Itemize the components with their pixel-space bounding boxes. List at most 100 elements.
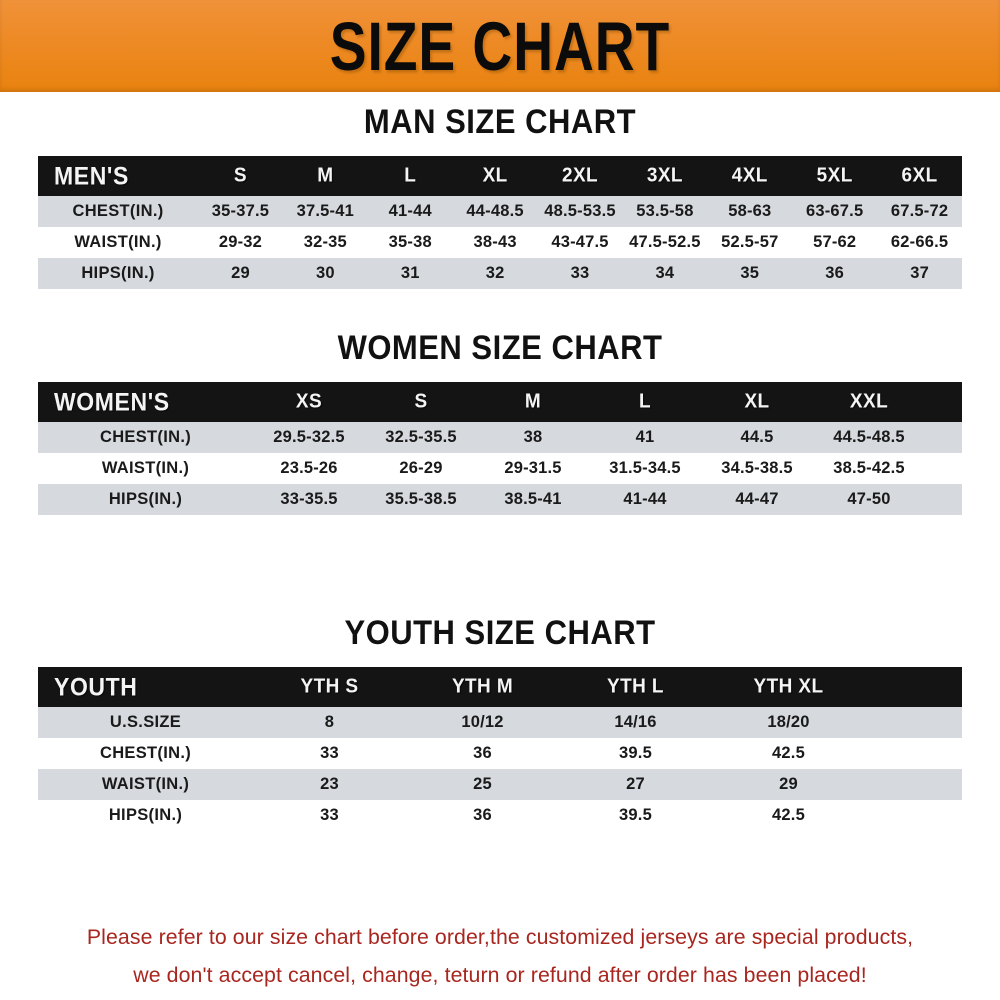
disclaimer: Please refer to our size chart before or… (5, 918, 995, 994)
page-banner: SIZE CHART (0, 0, 1000, 92)
row-label: WAIST(IN.) (74, 233, 162, 251)
cell-value: 37 (910, 264, 929, 282)
cell-value: 34 (655, 264, 675, 282)
row-label: CHEST(IN.) (100, 428, 191, 446)
man-size-table: MEN'S S M L XL 2XL 3XL 4XL 5XL 6XL CHEST(IN.) 35-37… (38, 156, 963, 289)
column-header-men-3: XL (482, 164, 508, 187)
row-label-header: WOMEN'S (54, 387, 170, 416)
column-header-youth-1: YTH M (451, 675, 514, 698)
cell-value: 53.5-58 (636, 202, 694, 220)
row-label: WAIST(IN.) (101, 775, 190, 793)
column-header-women-3: L (638, 390, 651, 413)
cell-value: 33 (320, 806, 339, 824)
cell-value: 27 (626, 775, 645, 793)
cell-value: 63-67.5 (805, 202, 864, 220)
row-label: WAIST(IN.) (101, 459, 190, 477)
section-women: WOMEN SIZE CHART WOMEN'S XS S M L XL XXL CHEST(… (38, 327, 962, 515)
cell-value: 36 (825, 264, 845, 282)
cell-value: 29 (779, 775, 798, 793)
cell-value: 33 (320, 744, 339, 762)
cell-value: 62-66.5 (890, 233, 949, 251)
column-header-men-4: 2XL (561, 164, 599, 187)
cell-value: 23.5-26 (280, 459, 338, 477)
column-header-men-2: L (404, 164, 417, 187)
column-header-women-5: XXL (849, 390, 889, 413)
column-header-men-6: 4XL (731, 164, 768, 187)
column-header-youth-0: YTH S (300, 675, 359, 698)
women-size-table: WOMEN'S XS S M L XL XXL CHEST(IN.) 29.5-32.5 32.5… (38, 382, 962, 515)
column-header-men-5: 3XL (646, 164, 683, 187)
row-filler (925, 484, 962, 515)
table-row: HIPS(IN.) 29 30 31 32 33 34 35 36 37 (38, 258, 963, 289)
page-title: SIZE CHART (329, 7, 671, 85)
cell-value: 29-31.5 (504, 459, 562, 477)
cell-value: 31.5-34.5 (609, 459, 681, 477)
cell-value: 18/20 (767, 713, 810, 731)
section-youth: YOUTH SIZE CHART YOUTH YTH S YTH M YTH L YTH… (38, 612, 962, 831)
section-man: MAN SIZE CHART MEN'S S M L XL 2XL 3XL 4XL 5XL 6XL… (38, 101, 963, 289)
row-label-header: MEN'S (54, 161, 129, 190)
cell-value: 39.5 (619, 744, 652, 762)
row-label: HIPS(IN.) (108, 806, 183, 824)
cell-value: 48.5-53.5 (544, 202, 616, 220)
row-filler (865, 800, 962, 831)
column-header-women-1: S (414, 390, 428, 413)
row-filler (925, 422, 962, 453)
cell-value: 31 (400, 264, 420, 282)
cell-value: 30 (315, 264, 335, 282)
youth-size-table: YOUTH YTH S YTH M YTH L YTH XL U.S.SIZE 8 10/12… (38, 667, 962, 831)
column-header-women-2: M (524, 390, 542, 413)
column-header-women-4: XL (744, 390, 770, 413)
cell-value: 33-35.5 (280, 490, 338, 508)
cell-value: 58-63 (728, 202, 772, 220)
cell-value: 42.5 (772, 806, 805, 824)
column-header-youth-3: YTH XL (753, 675, 824, 698)
table-header-row: YOUTH YTH S YTH M YTH L YTH XL (38, 667, 962, 707)
table-header-row: WOMEN'S XS S M L XL XXL (38, 382, 962, 422)
cell-value: 41-44 (623, 490, 667, 508)
table-row: WAIST(IN.) 23.5-26 26-29 29-31.5 31.5-34.5 34… (38, 453, 962, 484)
cell-value: 25 (473, 775, 492, 793)
cell-value: 34.5-38.5 (721, 459, 793, 477)
cell-value: 29-32 (218, 233, 263, 251)
section-title-man: MAN SIZE CHART (363, 101, 637, 142)
cell-value: 39.5 (619, 806, 652, 824)
cell-value: 38-43 (473, 233, 517, 251)
cell-value: 29.5-32.5 (273, 428, 345, 446)
cell-value: 29 (231, 264, 250, 282)
column-header-men-8: 6XL (901, 164, 938, 187)
cell-value: 44-48.5 (466, 202, 524, 220)
cell-value: 23 (320, 775, 339, 793)
cell-value: 67.5-72 (890, 202, 949, 220)
section-title-youth: YOUTH SIZE CHART (344, 612, 656, 653)
cell-value: 37.5-41 (296, 202, 355, 220)
column-header-men-0: S (233, 164, 247, 187)
disclaimer-line-2: we don't accept cancel, change, teturn o… (133, 963, 867, 987)
table-row: CHEST(IN.) 33 36 39.5 42.5 (38, 738, 962, 769)
cell-value: 41 (635, 428, 655, 446)
cell-value: 47.5-52.5 (629, 233, 701, 251)
cell-value: 26-29 (399, 459, 443, 477)
column-header-men-7: 5XL (816, 164, 853, 187)
disclaimer-line-1: Please refer to our size chart before or… (86, 925, 914, 949)
cell-value: 35.5-38.5 (385, 490, 457, 508)
cell-value: 38.5-42.5 (833, 459, 905, 477)
table-row: CHEST(IN.) 29.5-32.5 32.5-35.5 38 41 44.5 44.5… (38, 422, 962, 453)
cell-value: 38 (523, 428, 543, 446)
cell-value: 35-37.5 (211, 202, 270, 220)
cell-value: 43-47.5 (551, 233, 609, 251)
table-row: HIPS(IN.) 33-35.5 35.5-38.5 38.5-41 41-44 44-… (38, 484, 962, 515)
cell-value: 44-47 (735, 490, 779, 508)
cell-value: 32 (485, 264, 505, 282)
cell-value: 33 (570, 264, 590, 282)
row-filler (865, 769, 962, 800)
cell-value: 32-35 (303, 233, 347, 251)
table-row: CHEST(IN.) 35-37.5 37.5-41 41-44 44-48.5 48.5… (38, 196, 963, 227)
cell-value: 8 (324, 713, 335, 731)
column-header-youth-2: YTH L (607, 675, 664, 698)
section-title-women: WOMEN SIZE CHART (337, 327, 663, 368)
table-header-row: MEN'S S M L XL 2XL 3XL 4XL 5XL 6XL (38, 156, 963, 196)
row-label: HIPS(IN.) (81, 264, 155, 282)
table-row: U.S.SIZE 8 10/12 14/16 18/20 (38, 707, 962, 738)
row-label-header: YOUTH (54, 672, 138, 701)
